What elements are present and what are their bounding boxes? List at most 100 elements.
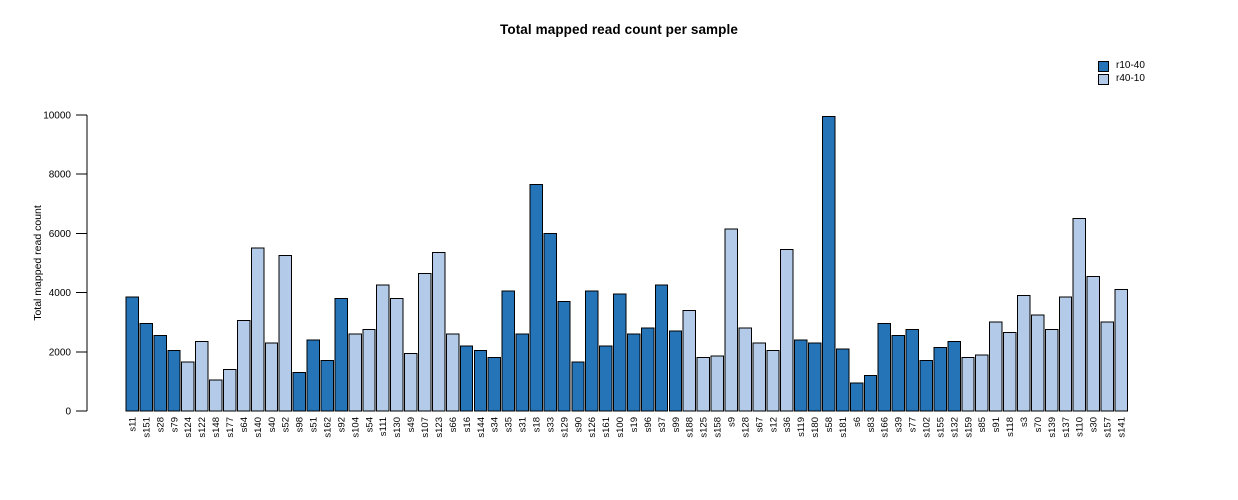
x-tick-label-s77: s77 [908, 417, 919, 432]
bar-s96 [640, 327, 655, 412]
bar-s19 [626, 333, 641, 412]
bar-s151 [139, 323, 153, 412]
x-tick-label-s124: s124 [183, 417, 194, 438]
y-tick-label: 6000 [49, 229, 72, 240]
bar-s12 [766, 349, 780, 412]
bar-s85 [975, 354, 989, 412]
legend: r10-40 r40-10 [1098, 60, 1145, 85]
bar-s104 [348, 333, 362, 412]
bar-s67 [752, 342, 766, 412]
bar-s16 [459, 345, 474, 412]
x-tick-label-s180: s180 [810, 417, 821, 438]
bar-s9 [724, 228, 738, 412]
x-tick-label-s177: s177 [225, 417, 236, 438]
x-tick-label-s159: s159 [963, 417, 974, 438]
legend-item-r40-10: r40-10 [1098, 73, 1145, 85]
y-tick-label: 8000 [49, 170, 72, 181]
bar-s130 [390, 298, 404, 412]
x-tick-label-s158: s158 [713, 417, 724, 438]
x-tick-label-s31: s31 [518, 417, 529, 432]
x-tick-label-s51: s51 [309, 417, 320, 432]
x-tick-label-s67: s67 [754, 417, 765, 432]
y-tick-label: 0 [65, 407, 71, 418]
x-tick-label-s148: s148 [211, 417, 222, 438]
x-tick-label-s83: s83 [866, 417, 877, 432]
x-tick-label-s64: s64 [239, 417, 250, 432]
bar-s161 [599, 345, 613, 412]
x-tick-label-s91: s91 [991, 417, 1002, 432]
bar-s126 [585, 290, 599, 412]
x-tick-label-s139: s139 [1047, 417, 1058, 438]
bar-s31 [515, 333, 529, 412]
bar-s124 [181, 361, 195, 412]
x-tick-label-s102: s102 [922, 417, 933, 438]
bar-s39 [891, 335, 906, 412]
x-tick-label-s118: s118 [1005, 417, 1016, 437]
bar-s51 [306, 339, 320, 412]
x-tick-label-s140: s140 [253, 417, 264, 438]
x-tick-label-s107: s107 [420, 417, 431, 438]
x-tick-label-s151: s151 [141, 417, 152, 438]
x-tick-label-s157: s157 [1103, 417, 1114, 438]
x-tick-label-s132: s132 [949, 417, 960, 438]
x-tick-label-s40: s40 [267, 417, 278, 432]
x-tick-label-s111: s111 [378, 417, 389, 436]
bar-s18 [529, 184, 543, 412]
x-tick-label-s110: s110 [1075, 417, 1086, 437]
bar-s128 [738, 327, 752, 412]
bar-s52 [278, 255, 293, 412]
legend-label: r10-40 [1116, 60, 1145, 71]
x-tick-label-s6: s6 [852, 417, 863, 427]
x-tick-label-s85: s85 [977, 417, 988, 432]
x-tick-label-s161: s161 [601, 417, 612, 438]
bar-s181 [835, 348, 850, 412]
bar-s79 [167, 349, 181, 412]
bar-s40 [264, 342, 279, 412]
bar-s180 [808, 342, 822, 412]
x-tick-label-s119: s119 [796, 417, 807, 437]
x-tick-label-s58: s58 [824, 417, 835, 432]
x-tick-label-s181: s181 [838, 417, 849, 438]
bar-s102 [919, 360, 933, 412]
bar-s141 [1114, 289, 1128, 412]
y-tick-label: 10000 [43, 111, 71, 122]
x-tick-label-s18: s18 [531, 417, 542, 432]
bar-s91 [989, 321, 1003, 412]
x-tick-label-s141: s141 [1117, 417, 1128, 438]
x-tick-label-s96: s96 [643, 417, 654, 432]
bar-s119 [794, 339, 808, 412]
legend-swatch-dark-blue [1098, 60, 1109, 72]
bar-s148 [209, 379, 223, 412]
x-tick-label-s162: s162 [323, 417, 334, 438]
x-tick-label-s52: s52 [281, 417, 292, 432]
x-tick-label-s166: s166 [880, 417, 891, 438]
x-tick-label-s100: s100 [615, 417, 626, 438]
x-tick-label-s16: s16 [462, 417, 473, 432]
x-tick-label-s104: s104 [350, 417, 361, 438]
bar-s92 [334, 298, 348, 412]
bar-s166 [877, 323, 892, 412]
x-tick-label-s66: s66 [448, 417, 459, 432]
x-tick-label-s34: s34 [490, 417, 501, 432]
x-tick-label-s122: s122 [197, 417, 208, 438]
bar-s37 [654, 284, 669, 412]
bar-s139 [1044, 329, 1059, 412]
x-tick-label-s129: s129 [559, 417, 570, 438]
bar-s30 [1086, 275, 1101, 412]
y-tick-label: 4000 [49, 288, 72, 299]
bar-s129 [557, 300, 571, 412]
bar-s28 [153, 335, 167, 412]
bar-s6 [849, 382, 864, 412]
x-tick-label-s70: s70 [1033, 417, 1044, 432]
bar-s110 [1072, 218, 1087, 412]
x-tick-label-s12: s12 [768, 417, 779, 432]
bar-s158 [710, 355, 724, 412]
bar-s137 [1058, 296, 1073, 412]
bar-s77 [905, 329, 919, 412]
x-tick-label-s123: s123 [434, 417, 445, 438]
bar-s140 [250, 247, 265, 412]
bar-s34 [487, 357, 502, 412]
x-tick-label-s79: s79 [169, 417, 180, 432]
